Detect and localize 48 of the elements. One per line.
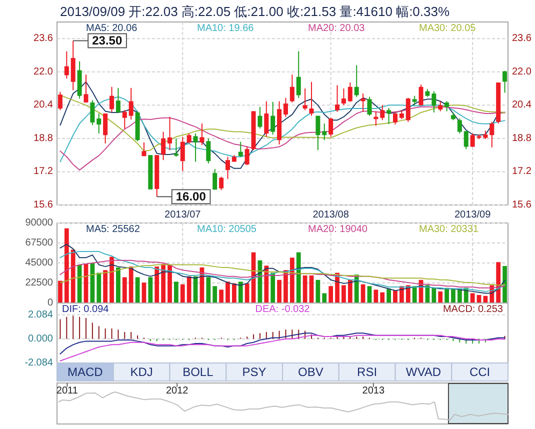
text: DEA: -0.032 xyxy=(255,304,310,315)
series-label: MA5: 25562 xyxy=(86,224,140,235)
y2-tick-label: 22.0 xyxy=(512,66,532,78)
y-tick-label: 23.6 xyxy=(34,33,54,44)
x-tick-label: 2011 xyxy=(56,386,78,396)
text: MA5: 20.06 xyxy=(86,23,138,34)
y-tick-label: -2.084 xyxy=(24,358,54,368)
y2-tick-label: 20.4 xyxy=(512,100,532,111)
tab-label: KDJ xyxy=(130,365,153,379)
y2-tick-label: 23.6 xyxy=(512,33,532,44)
text: MA20: 19040 xyxy=(308,224,368,235)
annotation: 23.50 xyxy=(92,34,122,48)
y2-tick-label: 17.2 xyxy=(512,166,532,178)
y-tick-label: 15.6 xyxy=(34,200,54,210)
y-tick-label: 0 xyxy=(47,298,54,308)
text: MA20: 20.03 xyxy=(308,23,366,34)
y-tick-label: 67500 xyxy=(25,238,54,248)
y2-tick-label: 18.8 xyxy=(512,132,532,144)
y-tick-label: 0.000 xyxy=(28,333,54,344)
y-tick-label: 90000 xyxy=(25,218,54,228)
x-tick-label: 2013/07 xyxy=(164,210,202,220)
y-tick-label: 17.2 xyxy=(34,166,54,178)
tab-label: RSI xyxy=(357,365,378,379)
y-tick-label: 20.4 xyxy=(34,100,54,111)
y-tick-label: 22500 xyxy=(25,278,54,288)
x-tick-label: 2013 xyxy=(362,386,385,396)
text: MA30: 20.05 xyxy=(419,23,476,34)
x-tick-label: 2012 xyxy=(166,386,189,396)
tab-label: WVAD xyxy=(406,365,441,379)
text: MA10: 19.66 xyxy=(197,23,254,34)
y-tick-label: 2.084 xyxy=(28,309,54,320)
x-tick-label: 2013/08 xyxy=(312,210,350,220)
annotation: 16.00 xyxy=(176,190,206,204)
tab-label: MACD xyxy=(68,365,103,379)
text: MACD: 0.253 xyxy=(442,304,504,315)
y2-tick-label: 15.6 xyxy=(512,200,532,210)
tab-label: BOLL xyxy=(182,365,214,379)
text: DIF: 0.094 xyxy=(62,304,110,315)
text: MA10: 20505 xyxy=(197,224,257,235)
y-tick-label: 18.8 xyxy=(34,132,54,144)
chart-title: 2013/09/09 开:22.03 高:22.05 低:21.00 收:21.53 量:41610 幅:0.33% xyxy=(60,4,450,19)
tab-label: PSY xyxy=(242,365,266,379)
y-tick-label: 22.0 xyxy=(34,66,54,78)
text: MA30: 20331 xyxy=(419,224,479,235)
tab-label: OBV xyxy=(298,365,324,379)
tab-label: CCI xyxy=(469,365,490,379)
y-tick-label: 45000 xyxy=(25,258,54,268)
x-tick-label: 2013/09 xyxy=(454,210,492,220)
